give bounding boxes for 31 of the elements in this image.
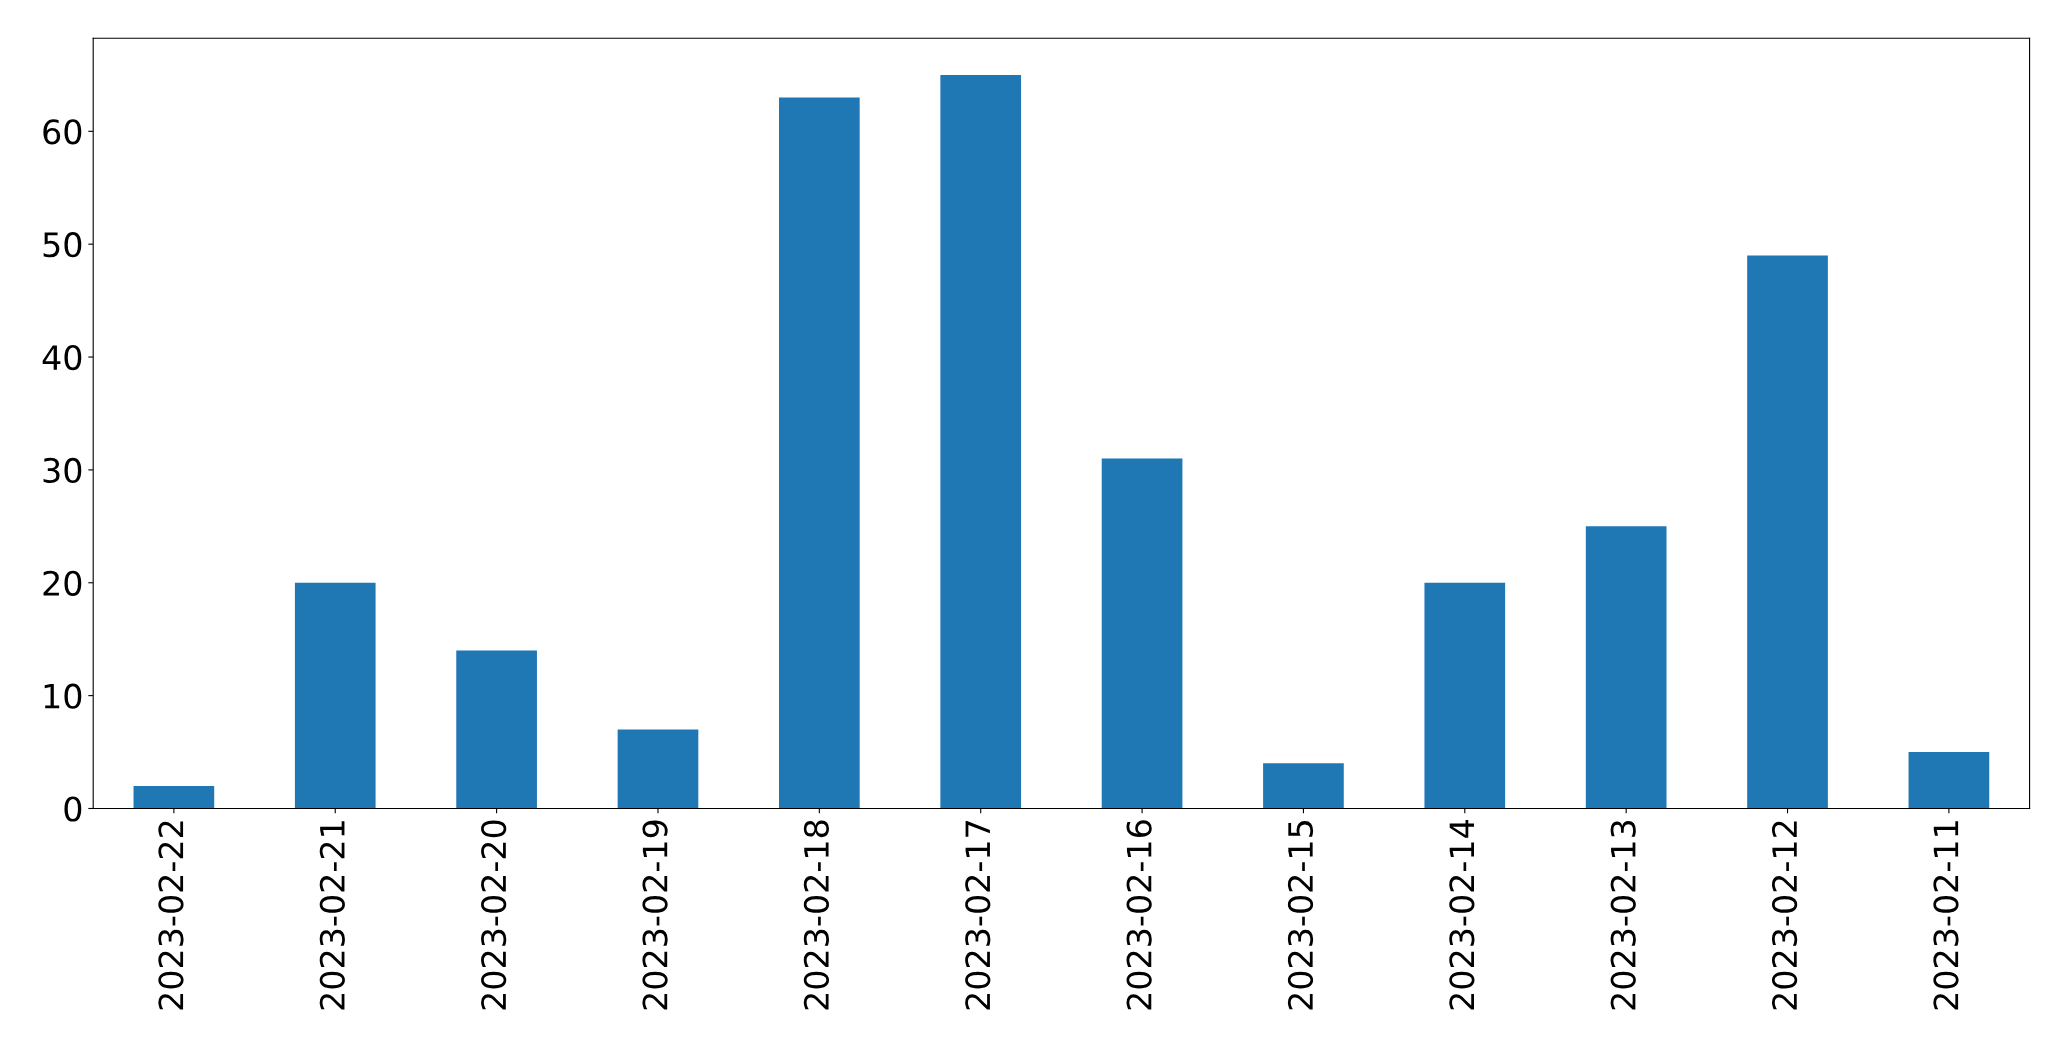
x-tick-label: 2023-02-15 xyxy=(1287,821,1314,1010)
bar xyxy=(1747,255,1828,809)
x-tick-label: 2023-02-14 xyxy=(1449,820,1475,1010)
x-tick-label: 2023-02-13 xyxy=(1610,820,1636,1010)
y-tick-label: 50 xyxy=(43,232,82,258)
bar xyxy=(133,785,215,809)
x-tick-label: 2023-02-20 xyxy=(481,820,507,1010)
x-tick-label: 2023-02-19 xyxy=(642,820,668,1010)
bar xyxy=(779,97,860,809)
y-tick-label: 40 xyxy=(42,344,82,371)
y-tick-label: 60 xyxy=(43,119,82,145)
y-tick-label: 20 xyxy=(43,570,82,596)
bar xyxy=(1424,582,1506,809)
x-tick-label: 2023-02-22 xyxy=(158,821,184,1010)
bar xyxy=(1101,458,1183,809)
bar xyxy=(1908,752,1990,809)
x-tick-label: 2023-02-11 xyxy=(1933,821,1959,1010)
bar xyxy=(940,74,1022,809)
y-tick-label: 10 xyxy=(44,683,82,709)
bar xyxy=(456,650,537,809)
x-tick-label: 2023-02-16 xyxy=(1126,820,1152,1010)
x-tick-label: 2023-02-18 xyxy=(803,820,830,1010)
bar xyxy=(617,729,699,809)
y-tick-label: 0 xyxy=(64,796,82,822)
y-tick-label: 30 xyxy=(43,457,82,484)
x-tick-label: 2023-02-21 xyxy=(319,821,345,1010)
bar xyxy=(1585,526,1667,809)
x-tick-label: 2023-02-12 xyxy=(1771,821,1798,1010)
bar xyxy=(294,582,376,809)
x-tick-label: 2023-02-17 xyxy=(965,821,991,1010)
bar xyxy=(1263,763,1344,809)
